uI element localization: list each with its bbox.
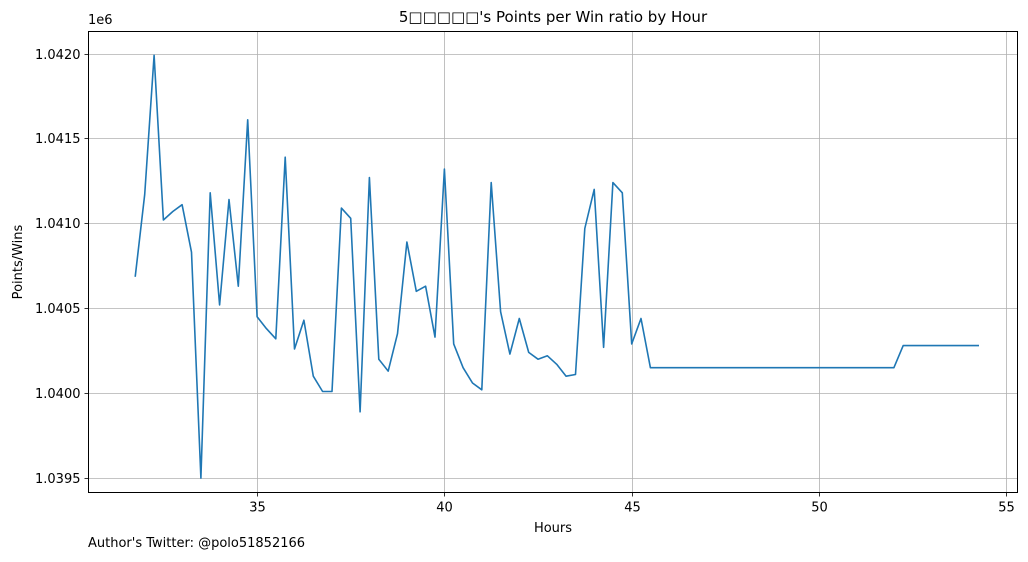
x-tick-label: 40: [436, 501, 453, 516]
chart-title: 5□□□□□'s Points per Win ratio by Hour: [399, 8, 708, 26]
series-line: [134, 54, 980, 479]
y-tick-label: 1.0395: [35, 472, 81, 487]
series-layer: [134, 54, 980, 479]
x-tick-label: 50: [811, 501, 828, 516]
y-axis: 1.0395 1.0400 1.0405 1.0410 1.0415 1.0420: [35, 48, 89, 487]
x-axis: 35 40 45 50 55: [249, 492, 1015, 516]
grid-layer: [88, 31, 1018, 493]
y-tick-label: 1.0405: [35, 302, 81, 317]
x-tick-label: 45: [624, 501, 641, 516]
y-offset-label: 1e6: [88, 13, 113, 28]
x-tick-label: 35: [249, 501, 266, 516]
y-tick-label: 1.0410: [35, 217, 81, 232]
plot-area-frame: [88, 31, 1018, 493]
x-axis-label: Hours: [534, 521, 572, 536]
x-tick-label: 55: [998, 501, 1015, 516]
author-credit: Author's Twitter: @polo51852166: [88, 536, 306, 551]
y-axis-label: Points/Wins: [11, 224, 26, 299]
y-tick-label: 1.0420: [35, 48, 81, 63]
y-tick-label: 1.0400: [35, 387, 81, 402]
y-tick-label: 1.0415: [35, 132, 81, 147]
